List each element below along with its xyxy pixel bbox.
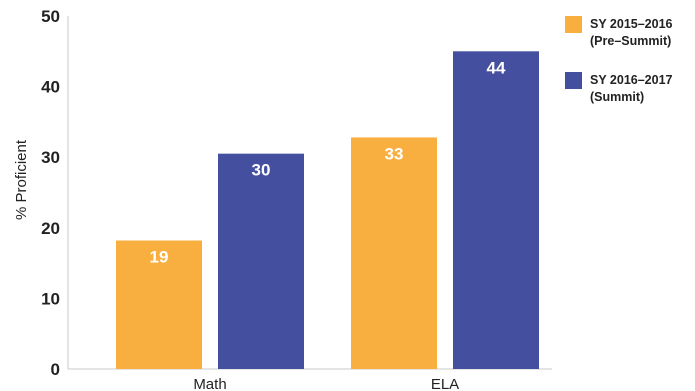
legend-swatch-series-2 [565,72,582,89]
y-tick-label: 30 [41,148,60,167]
legend-label-series-2-line-2: (Summit) [590,90,645,104]
data-label-math-series-1: 19 [150,248,169,267]
legend-item-series-1: SY 2015–2016 (Pre–Summit) [565,16,693,50]
y-tick-label: 40 [41,78,60,97]
data-label-ela-series-2: 44 [487,58,506,77]
bar-math-series-1 [116,240,202,369]
x-category-label-ela: ELA [431,376,459,391]
data-label-math-series-2: 30 [252,161,271,180]
data-label-ela-series-1: 33 [385,144,404,163]
legend-label-series-2-line-1: SY 2016–2017 [590,73,673,87]
y-tick-label: 10 [41,289,60,308]
legend-label-series-1-line-1: SY 2015–2016 [590,17,673,31]
y-tick-label: 50 [41,7,60,26]
bar-ela-series-1 [351,137,437,369]
y-tick-label: 20 [41,219,60,238]
bar-math-series-2 [218,153,304,369]
y-tick-label: 0 [51,360,60,379]
bar-ela-series-2 [453,51,539,370]
x-category-label-math: Math [193,376,226,391]
legend: SY 2015–2016 (Pre–Summit) SY 2016–2017 (… [565,16,693,128]
legend-label-series-1-line-2: (Pre–Summit) [590,34,672,48]
y-axis-label: % Proficient [13,139,30,220]
legend-swatch-series-1 [565,16,582,33]
legend-item-series-2: SY 2016–2017 (Summit) [565,72,693,106]
